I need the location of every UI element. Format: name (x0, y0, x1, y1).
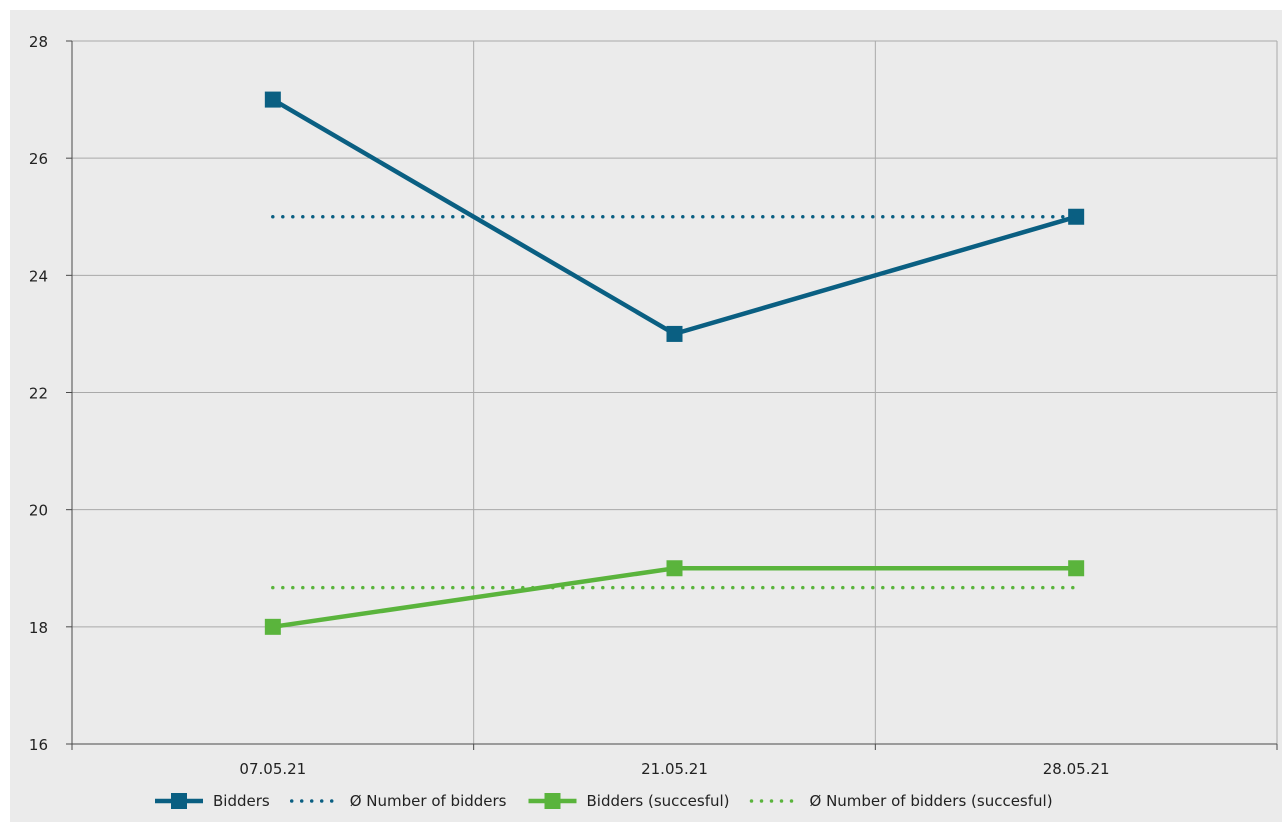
y-tick-label: 28 (29, 33, 48, 51)
legend-swatch-marker (171, 793, 187, 809)
data-point-marker (666, 560, 683, 577)
data-point-marker (264, 618, 281, 635)
legend-item: Ø Number of bidders (succesful) (749, 792, 1053, 810)
legend-label: Ø Number of bidders (350, 792, 507, 810)
y-tick-label: 16 (29, 736, 48, 754)
series-layer (264, 91, 1085, 635)
axis-layer: 16 18 20 22 24 26 28 07.05.21 21.05.21 28.05.21 (29, 33, 1278, 778)
data-point-marker (264, 91, 281, 108)
data-point-marker (1068, 560, 1085, 577)
series-0 (264, 91, 1085, 342)
legend-item: Bidders (succesful) (528, 792, 730, 810)
x-tick-label: 07.05.21 (239, 760, 306, 778)
legend-item: Ø Number of bidders (289, 792, 507, 810)
data-point-marker (1068, 208, 1085, 225)
y-tick-label: 26 (29, 150, 48, 168)
legend-swatch-marker (544, 793, 561, 809)
legend-label: Bidders (213, 792, 270, 810)
y-tick-label: 22 (29, 385, 48, 403)
series-2 (264, 560, 1085, 635)
legend-label: Bidders (succesful) (587, 792, 730, 810)
y-tick-label: 18 (29, 619, 48, 637)
x-tick-label: 28.05.21 (1043, 760, 1110, 778)
y-tick-label: 24 (29, 267, 48, 285)
legend-label: Ø Number of bidders (succesful) (810, 792, 1053, 810)
legend-item: Bidders (155, 792, 270, 810)
y-tick-label: 20 (29, 502, 48, 520)
data-point-marker (666, 325, 683, 342)
x-tick-label: 21.05.21 (641, 760, 708, 778)
legend: Bidders Ø Number of bidders Bidders (succe… (155, 792, 1053, 810)
